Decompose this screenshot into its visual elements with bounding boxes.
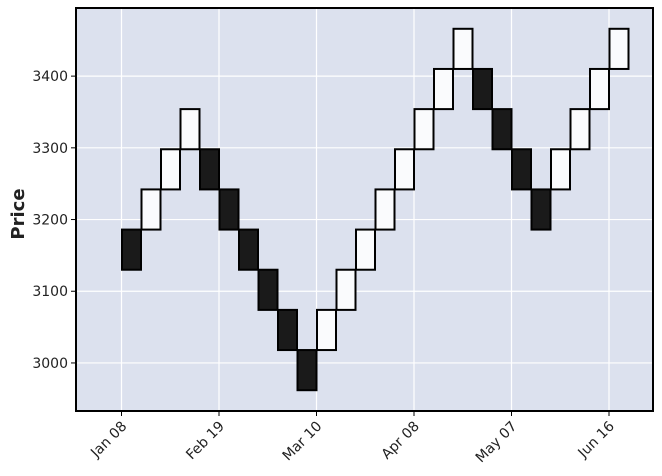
brick-20-down xyxy=(511,148,532,191)
plot-background xyxy=(76,8,653,411)
bricks-layer xyxy=(121,27,630,392)
brick-7-down xyxy=(257,268,279,311)
y-tick-label-1: 3100 xyxy=(32,284,68,300)
y-axis-label: Price xyxy=(8,188,29,239)
brick-8-down xyxy=(277,308,298,352)
brick-21-down xyxy=(530,188,552,231)
brick-13-up xyxy=(374,188,396,231)
y-tick-label-4: 3400 xyxy=(32,69,68,85)
brick-12-up xyxy=(355,228,376,271)
brick-10-up xyxy=(316,308,337,352)
brick-0-down xyxy=(121,228,142,271)
brick-3-up xyxy=(179,108,201,151)
brick-5-down xyxy=(218,188,240,231)
brick-1-up xyxy=(140,188,162,231)
x-tick-label-4: May 07 xyxy=(473,419,521,467)
brick-18-down xyxy=(472,67,493,111)
y-tick-label-3: 3300 xyxy=(32,141,68,157)
brick-16-up xyxy=(433,67,454,111)
brick-24-up xyxy=(589,67,610,111)
brick-6-down xyxy=(238,228,259,271)
brick-9-down xyxy=(296,349,318,392)
brick-2-up xyxy=(160,148,181,191)
y-tick-label-0: 3000 xyxy=(32,356,68,372)
brick-14-up xyxy=(394,148,415,191)
x-axis: Jan 08 Feb 19 Mar 10 Apr 08 May 07 Jun 16 xyxy=(87,411,618,466)
y-axis: 3000 3100 3200 3300 3400 xyxy=(32,69,76,372)
brick-19-down xyxy=(491,108,513,151)
brick-22-up xyxy=(550,148,571,191)
x-tick-label-5: Jun 16 xyxy=(575,418,618,461)
y-tick-label-2: 3200 xyxy=(32,213,68,229)
x-tick-label-0: Jan 08 xyxy=(87,419,130,462)
plot-frame xyxy=(75,7,654,412)
x-tick-label-1: Feb 19 xyxy=(183,419,228,464)
brick-15-up xyxy=(413,108,435,151)
brick-25-up xyxy=(608,27,630,70)
brick-4-down xyxy=(199,148,220,191)
x-tick-label-2: Mar 10 xyxy=(280,419,326,465)
brick-17-up xyxy=(452,27,474,70)
x-tick-label-3: Apr 08 xyxy=(379,419,423,463)
brick-11-up xyxy=(335,268,357,311)
brick-23-up xyxy=(569,108,591,151)
